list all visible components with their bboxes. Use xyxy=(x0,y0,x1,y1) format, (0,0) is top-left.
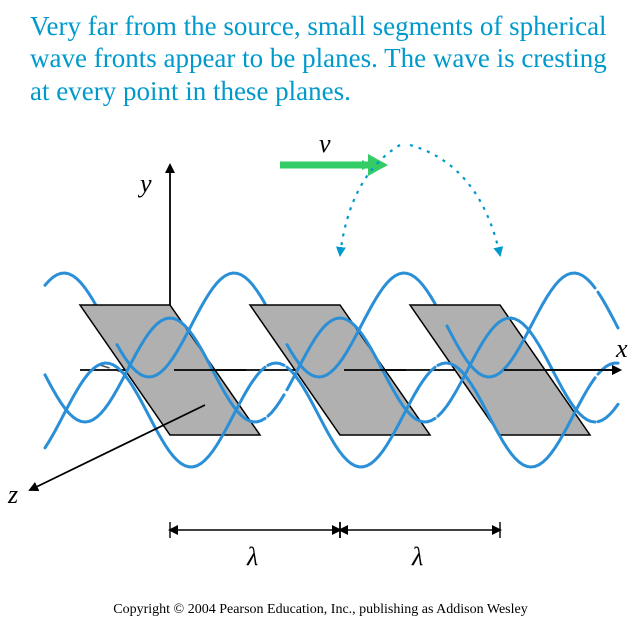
lambda-label-2: λ xyxy=(412,542,423,572)
lambda-label-1: λ xyxy=(247,542,258,572)
copyright-text: Copyright © 2004 Pearson Education, Inc.… xyxy=(0,602,641,618)
y-axis-label: y xyxy=(140,169,152,199)
velocity-label: v xyxy=(319,129,331,159)
z-axis-label: z xyxy=(8,480,18,510)
x-axis-label: x xyxy=(616,334,628,364)
figure-caption: Very far from the source, small segments… xyxy=(30,10,630,107)
